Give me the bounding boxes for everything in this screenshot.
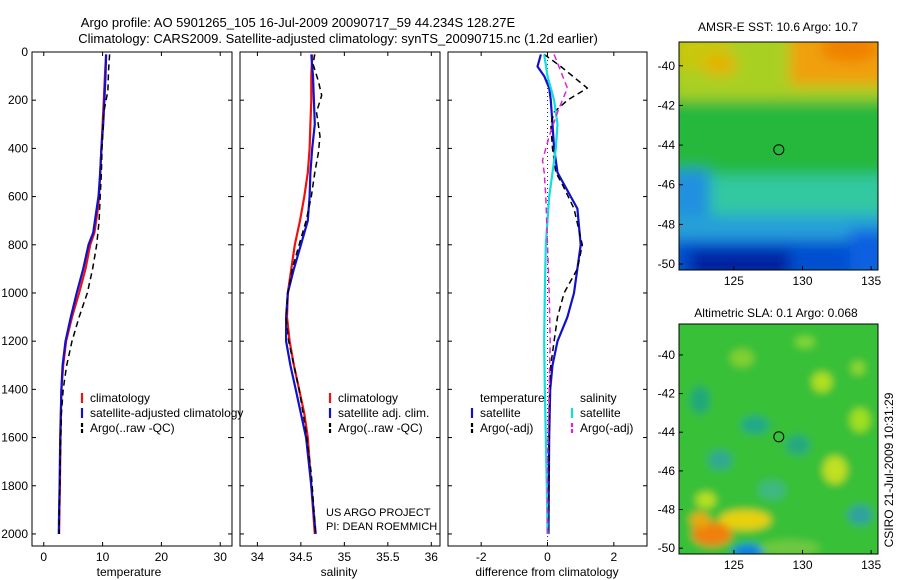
sla-map-y-tick-label: -50 [658,541,676,555]
salinity-satellite-adj-clim-line [285,54,317,535]
depth-tick-label: 1600 [1,431,28,445]
temperature-climatology-line [58,54,108,535]
salinity-climatology-line [285,54,316,535]
temperature-legend-label: Argo(..raw -QC) [90,421,175,435]
sla-map-axis-ticks: 125 130 135 -40 -42 -44 -46 -48 -50 [658,348,882,572]
difference-x-tick-label: -2 [476,550,487,564]
temperature-legend-label: satellite-adjusted climatology [90,406,243,420]
difference-legend-label: Argo(-adj) [480,421,533,435]
temperature-series-group [57,54,111,535]
depth-tick-label: 2000 [1,527,28,541]
sst-map-y-tick-label: -44 [658,138,676,152]
pi-label: PI: DEAN ROEMMICH [326,521,437,533]
salinity-xlabel: salinity [321,565,358,579]
difference-legend-label: Argo(-adj) [580,421,633,435]
salinity-x-tick-label: 36 [425,550,439,564]
sla-map-frame [678,323,879,555]
sla-map-x-tick-label: 130 [793,558,813,572]
temperature-x-tick-label: 30 [214,550,228,564]
depth-tick-label: 800 [8,238,28,252]
difference-salinity-argo-adj-line [541,54,569,534]
difference-legend-header: temperature [480,391,545,405]
sla-map-panel: Altimetric SLA: 0.1 Argo: 0.068 [658,306,882,572]
depth-tick-label: 0 [21,45,28,59]
difference-axis-ticks: -2 0 2 [448,51,647,564]
sst-map-y-tick-label: -48 [658,217,676,231]
salinity-legend-label: climatology [338,391,398,405]
salinity-legend-label: Argo(..raw -QC) [338,421,423,435]
difference-legend-label: satellite [580,406,621,420]
sst-map-y-tick-label: -46 [658,178,676,192]
sst-map-panel: AMSR-E SST: 10.6 Argo: 10.7 125 130 135 -40… [658,20,882,288]
depth-tick-label: 1000 [1,286,28,300]
depth-tick-label: 1200 [1,334,28,348]
temperature-legend-label: climatology [90,391,150,405]
difference-legend-label: satellite [480,406,521,420]
sla-map-y-tick-label: -46 [658,464,676,478]
sst-map-y-tick-label: -42 [658,98,676,112]
salinity-x-tick-label: 34.5 [289,550,313,564]
salinity-argo-raw-qc-line [285,54,323,535]
temperature-argo-raw-qc-line [58,54,111,535]
salinity-x-tick-label: 34 [251,550,265,564]
salinity-plot-frame [239,51,441,547]
temperature-axis-ticks: 0 10 20 30 0 200 400 600 800 1000 1200 1400 1600 1800… [1,45,232,564]
difference-xlabel: difference from climatology [475,565,618,579]
sst-map-x-tick-label: 130 [793,274,813,288]
sla-map-x-tick-label: 125 [724,558,744,572]
sst-float-location-marker [773,144,785,156]
sla-float-location-marker [773,431,785,443]
sla-map-y-tick-label: -40 [658,348,676,362]
temperature-panel: 0 10 20 30 0 200 400 600 800 1000 1200 1400 1600 1800… [1,45,243,579]
difference-x-tick-label: 2 [610,550,617,564]
difference-temperature-argo-adj-line [543,53,589,535]
temperature-xlabel: temperature [97,565,162,579]
temperature-satellite-adjusted-climatology-line [57,54,108,535]
project-label: US ARGO PROJECT [326,507,431,519]
sla-map-y-tick-label: -44 [658,425,676,439]
difference-legend-header: salinity [580,391,617,405]
sst-map-x-tick-label: 135 [861,274,881,288]
salinity-x-tick-label: 35.5 [376,550,400,564]
sst-heatmap [679,42,878,270]
temperature-x-tick-label: 20 [155,550,169,564]
salinity-axis-ticks: 34 34.5 35 35.5 36 [240,51,440,564]
depth-tick-label: 400 [8,141,28,155]
sst-map-axis-ticks: 125 130 135 -40 -42 -44 -46 -48 -50 [658,59,882,288]
figure-title-line1: Argo profile: AO 5901265_105 16-Jul-2009… [81,15,516,30]
temperature-x-tick-label: 10 [96,550,110,564]
sst-map-frame [678,41,879,271]
sla-map-y-tick-label: -48 [658,503,676,517]
sla-map-y-tick-label: -42 [658,387,676,401]
difference-legend: temperature salinitysatelliteArgo(-adj)sa… [470,391,633,435]
salinity-legend-label: satellite adj. clim. [338,406,429,420]
sla-heatmap [679,324,878,554]
difference-x-tick-label: 0 [544,550,551,564]
sla-map-x-tick-label: 135 [861,558,881,572]
sst-map-y-tick-label: -40 [658,59,676,73]
sst-map-y-tick-label: -50 [658,257,676,271]
credit-timestamp: CSIRO 21-Jul-2009 10:31:29 [882,392,896,547]
depth-tick-label: 1800 [1,479,28,493]
salinity-x-tick-label: 35 [338,550,352,564]
difference-series-group [536,53,589,535]
difference-salinity-satellite-line [543,54,559,535]
difference-panel: -2 0 2 difference from climatology tempera… [447,51,648,579]
salinity-panel: 34 34.5 35 35.5 36 salinity climatologysatel… [239,51,441,579]
sst-map-title: AMSR-E SST: 10.6 Argo: 10.7 [698,20,858,34]
sst-map-x-tick-label: 125 [724,274,744,288]
sla-map-title: Altimetric SLA: 0.1 Argo: 0.068 [694,306,858,320]
salinity-series-group [285,54,323,535]
figure-title-line2: Climatology: CARS2009. Satellite-adjuste… [78,31,598,46]
temperature-x-tick-label: 0 [40,550,47,564]
temperature-plot-frame [31,51,233,547]
depth-tick-label: 1400 [1,382,28,396]
depth-tick-label: 200 [8,93,28,107]
depth-tick-label: 600 [8,190,28,204]
